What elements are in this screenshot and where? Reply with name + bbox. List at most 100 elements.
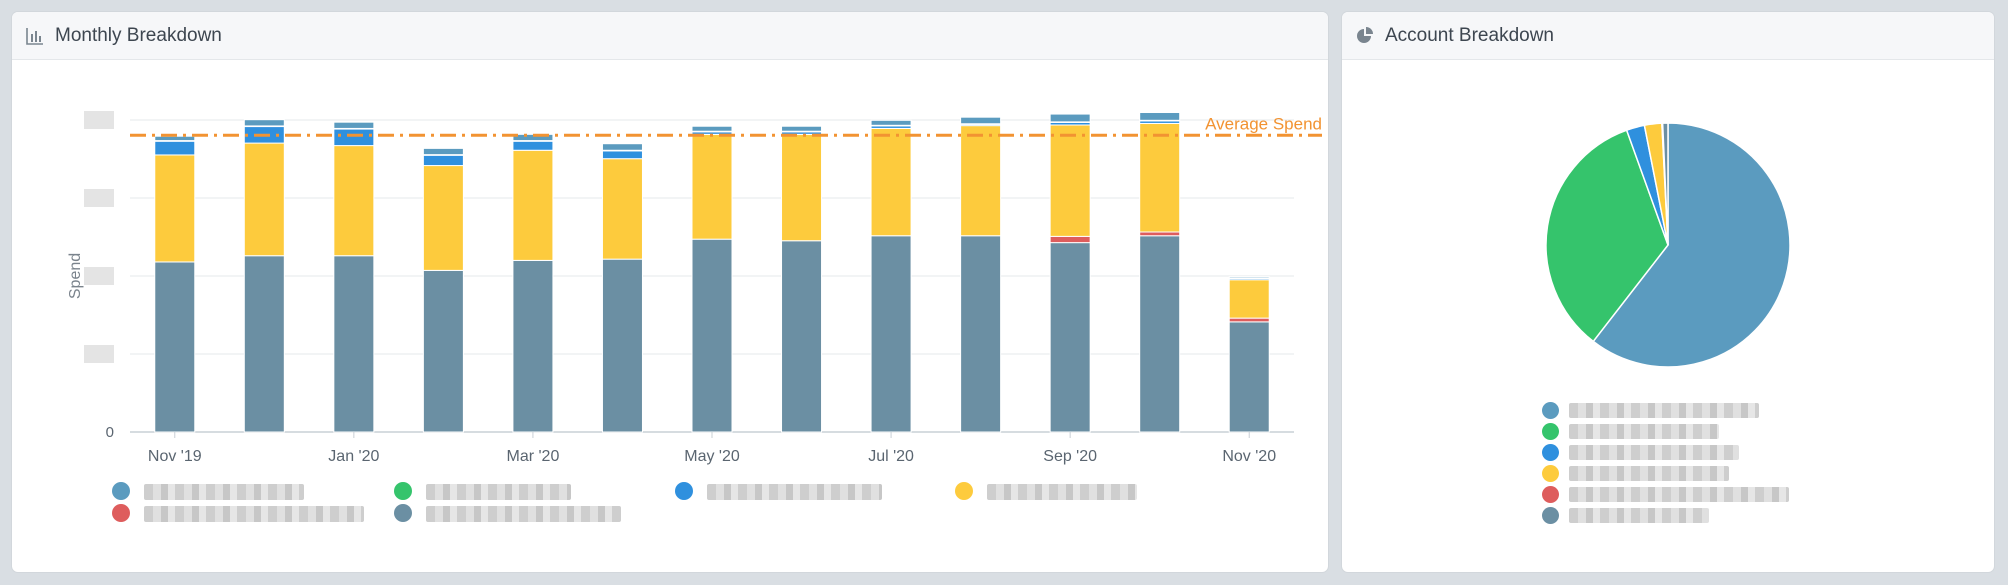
legend-swatch	[1542, 507, 1559, 524]
bar-segment	[422, 154, 464, 167]
bar-segment	[1139, 235, 1181, 433]
monthly-breakdown-title: Monthly Breakdown	[55, 24, 222, 46]
legend-label-redacted	[1569, 487, 1789, 502]
y-tick-label-redacted	[84, 345, 114, 363]
legend-item[interactable]	[1542, 505, 1789, 526]
monthly-breakdown-header: Monthly Breakdown	[12, 12, 1328, 60]
legend-swatch	[1542, 486, 1559, 503]
account-breakdown-header: Account Breakdown	[1342, 12, 1994, 60]
bar-segment	[781, 125, 823, 132]
x-tick-label: Jul '20	[868, 448, 914, 465]
legend-label-redacted	[1569, 424, 1719, 439]
legend-item[interactable]	[394, 482, 571, 500]
bar-segment	[601, 143, 643, 151]
bar-segment	[154, 140, 196, 156]
legend-item[interactable]	[1542, 442, 1789, 463]
legend-label-redacted	[426, 506, 621, 522]
bar-segment	[960, 235, 1002, 433]
bar-segment	[422, 269, 464, 433]
pie-slices	[1545, 122, 1791, 368]
legend-item[interactable]	[1542, 421, 1789, 442]
legend-item[interactable]	[112, 504, 364, 522]
bar-segment	[960, 125, 1002, 237]
bar-segment	[691, 238, 733, 433]
bar-segment	[870, 127, 912, 237]
bar-segment	[512, 259, 554, 433]
bar-segment	[333, 121, 375, 129]
bar-segment	[960, 116, 1002, 125]
legend-item[interactable]	[394, 504, 621, 522]
bar-segment	[1228, 321, 1270, 433]
bar-stack	[1049, 113, 1091, 433]
legend-swatch	[112, 482, 130, 500]
bar-segment	[1139, 231, 1181, 237]
bar-segment	[601, 150, 643, 160]
monthly-breakdown-panel: Monthly Breakdown 0 Spend Nov '19 Jan '20 Ma…	[12, 12, 1328, 572]
bar-stack	[1228, 276, 1270, 433]
legend-label-redacted	[1569, 508, 1709, 523]
legend-swatch	[955, 482, 973, 500]
bar-segment	[512, 149, 554, 261]
legend-swatch	[394, 504, 412, 522]
bar-stack	[154, 135, 196, 433]
bar-segment	[333, 145, 375, 257]
bar-segment	[243, 255, 285, 433]
bar-segment	[1139, 112, 1181, 121]
bar-chart-icon	[25, 26, 45, 46]
pie-slice	[1661, 122, 1669, 246]
bar-stack	[243, 119, 285, 433]
legend-swatch	[112, 504, 130, 522]
y-axis-label: Spend	[67, 253, 84, 299]
legend-label-redacted	[1569, 445, 1739, 460]
pie-slice	[1545, 129, 1669, 343]
bar-segment	[691, 125, 733, 132]
x-tick-label: Sep '20	[1043, 448, 1097, 465]
pie-chart-icon	[1355, 26, 1375, 46]
bar-stack	[512, 133, 554, 433]
bar-stack	[870, 119, 912, 433]
bar-segment	[781, 240, 823, 433]
bar-segment	[333, 255, 375, 433]
bar-segment	[1049, 124, 1091, 237]
pie-slice	[1592, 122, 1791, 368]
legend-label-redacted	[707, 484, 882, 500]
x-tick-label: May '20	[684, 448, 740, 465]
legend-swatch	[1542, 444, 1559, 461]
bar-stack	[1139, 112, 1181, 433]
bar-stack	[960, 116, 1002, 433]
legend-item[interactable]	[112, 482, 304, 500]
legend-item[interactable]	[1542, 400, 1789, 421]
bar-segment	[1049, 235, 1091, 244]
bar-segment	[1049, 242, 1091, 433]
x-tick-label: Nov '20	[1222, 448, 1276, 465]
legend-label-redacted	[426, 484, 571, 500]
legend-label-redacted	[144, 484, 304, 500]
legend-item[interactable]	[1542, 463, 1789, 484]
bar-segment	[154, 135, 196, 142]
bar-segment	[601, 158, 643, 260]
x-tick-label: Jan '20	[328, 448, 379, 465]
account-breakdown-title: Account Breakdown	[1385, 24, 1554, 46]
account-breakdown-panel: Account Breakdown	[1342, 12, 1994, 572]
bar-segment	[1228, 276, 1270, 279]
legend-item[interactable]	[955, 482, 1137, 500]
legend-item[interactable]	[1542, 484, 1789, 505]
legend-label-redacted	[1569, 466, 1729, 481]
legend-item[interactable]	[675, 482, 882, 500]
legend-swatch	[675, 482, 693, 500]
bar-segment	[691, 133, 733, 240]
bar-segment	[243, 119, 285, 127]
x-tick-label: Nov '19	[148, 448, 202, 465]
bar-segment	[512, 140, 554, 151]
bar-segment	[1049, 113, 1091, 123]
y-tick-label-redacted	[84, 267, 114, 285]
y-tick-label-redacted	[84, 189, 114, 207]
legend-label-redacted	[1569, 403, 1759, 418]
bar-segment	[243, 142, 285, 257]
bar-segment	[154, 261, 196, 433]
bar-segment	[154, 154, 196, 263]
average-spend-label: Average Spend	[1205, 114, 1322, 133]
legend-label-redacted	[987, 484, 1137, 500]
bar-segment	[1228, 279, 1270, 319]
bar-segment	[870, 235, 912, 433]
